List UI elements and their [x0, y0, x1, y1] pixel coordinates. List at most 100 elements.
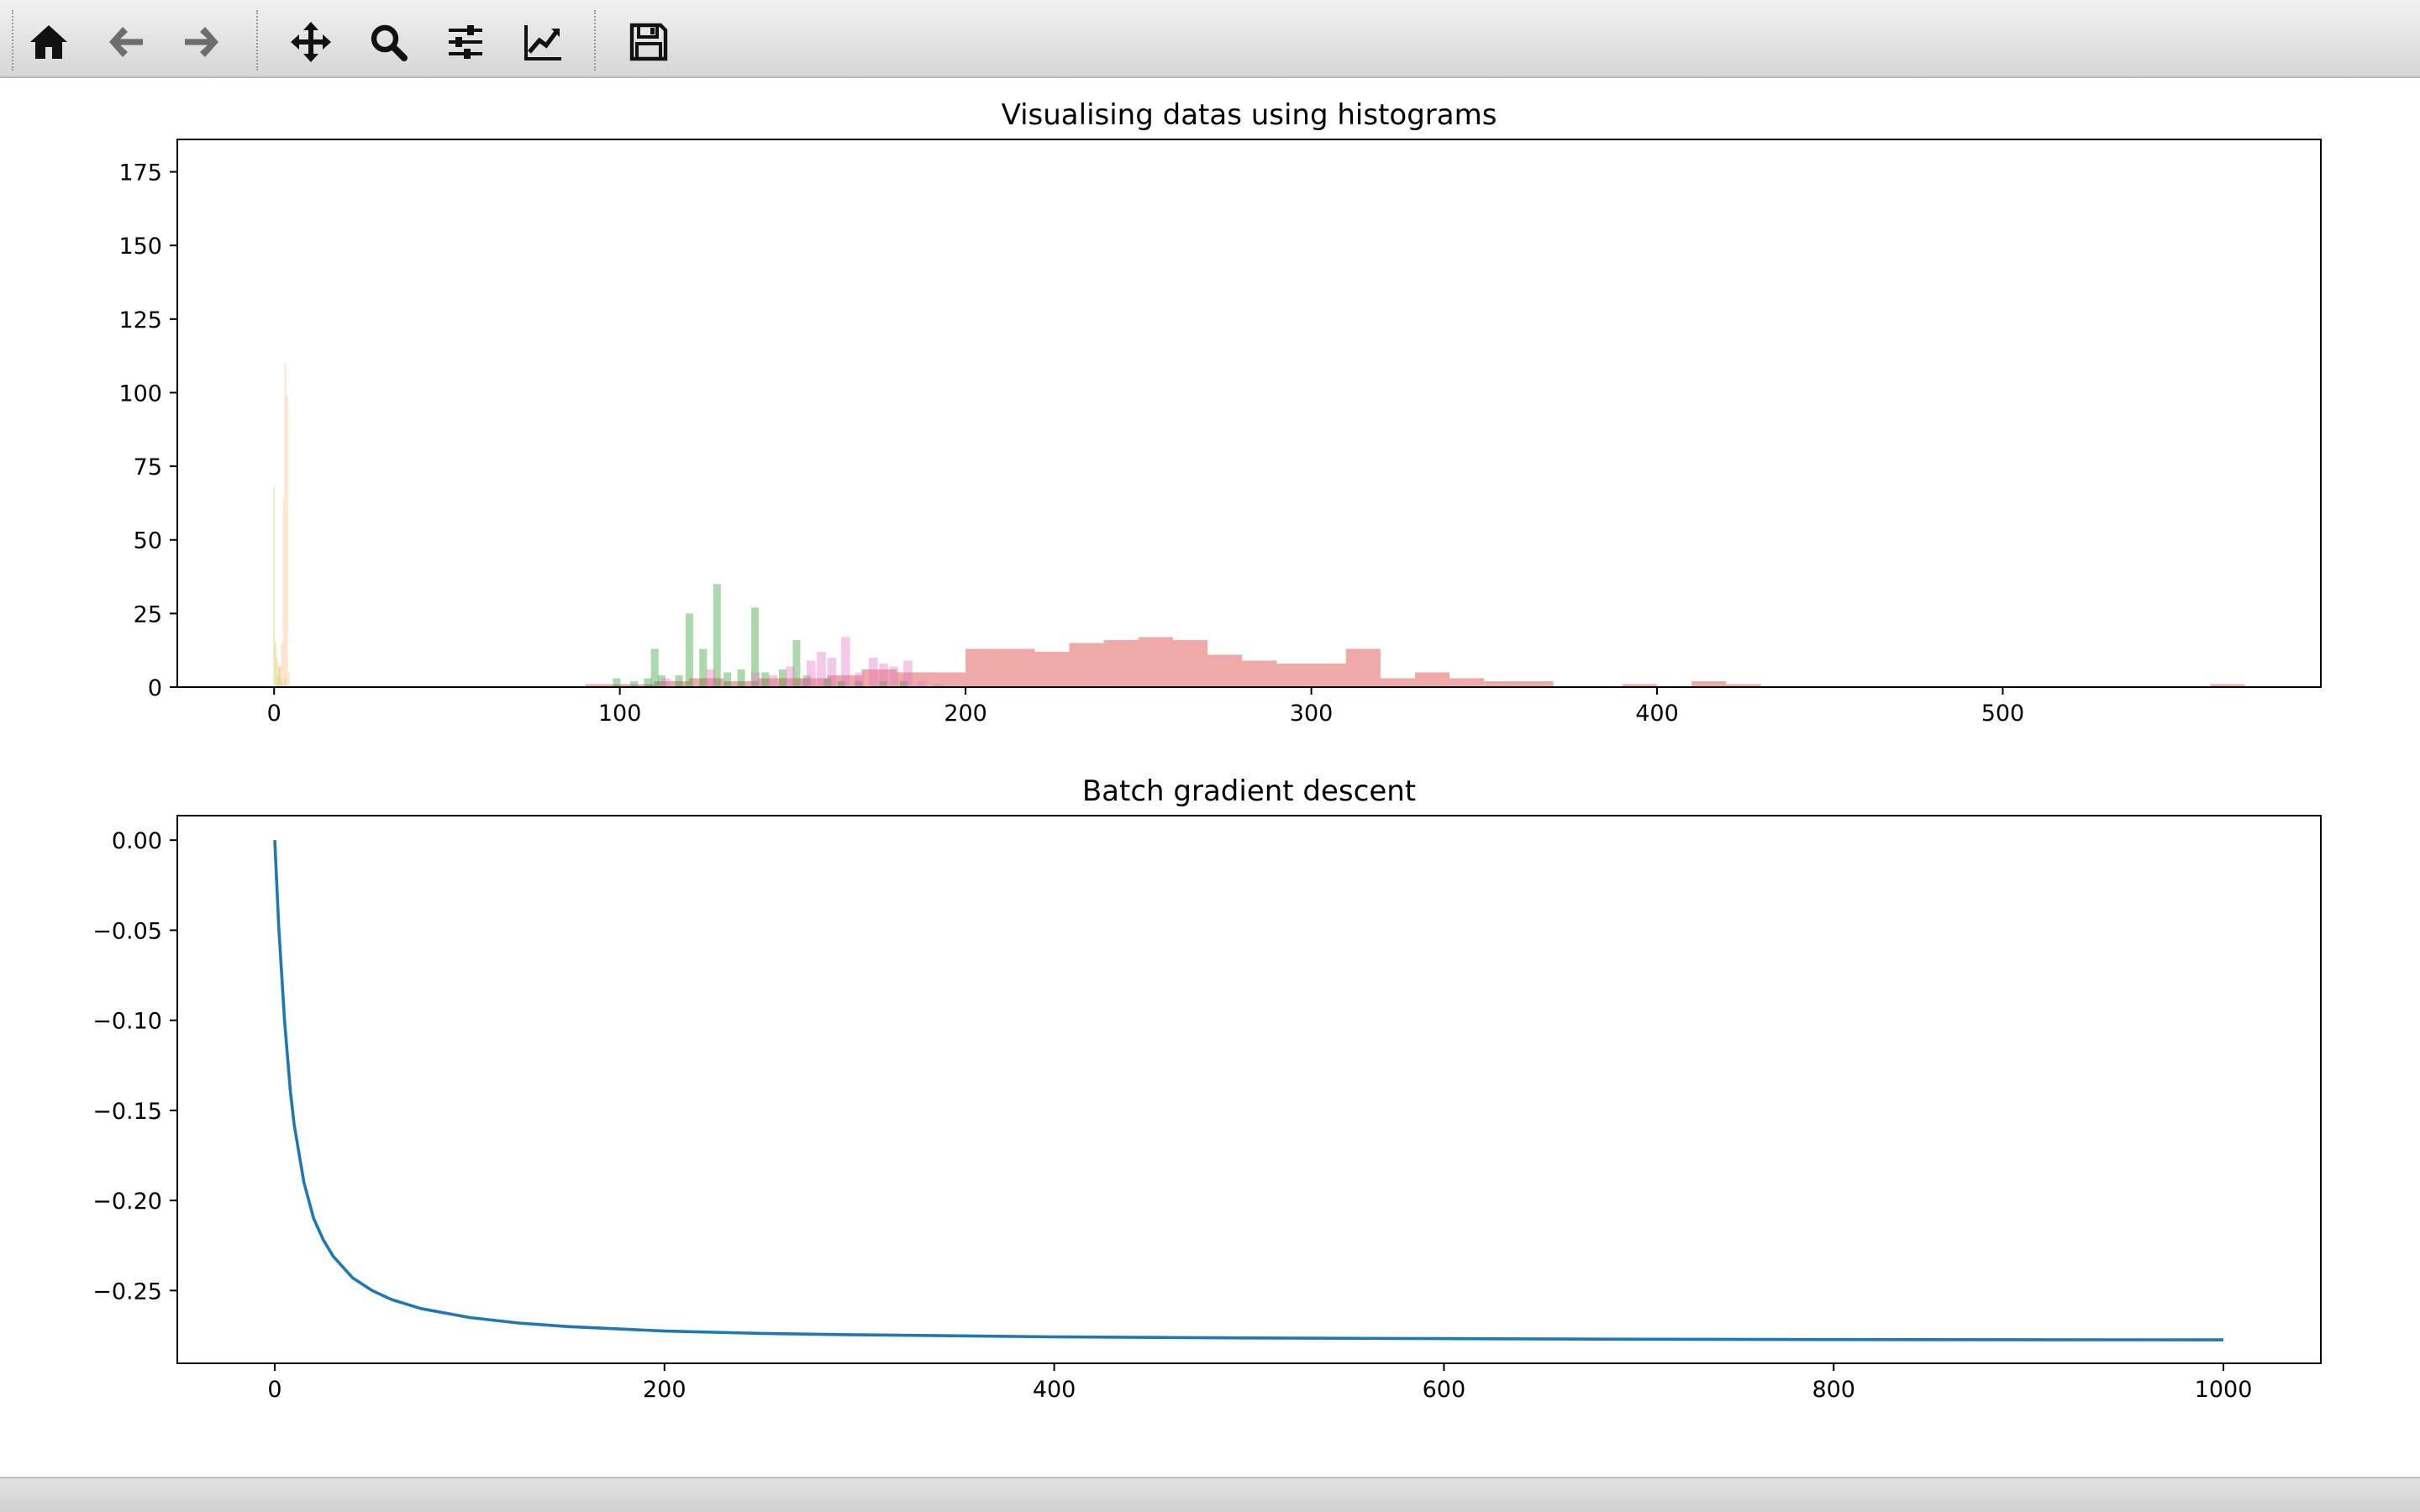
y-tick-label: 0	[148, 675, 162, 701]
y-tick-label: 150	[118, 234, 162, 260]
histogram-bar	[889, 666, 899, 687]
histogram-bar	[1414, 672, 1450, 687]
histogram-series	[273, 486, 287, 687]
histogram-bar	[688, 678, 724, 687]
arrow-left-icon	[109, 27, 143, 57]
line-chart-icon	[524, 25, 561, 60]
histogram-bar	[751, 672, 760, 687]
x-tick-label: 1000	[2195, 1377, 2253, 1403]
y-tick-label: −0.15	[92, 1099, 162, 1125]
histogram-bar	[1518, 680, 1554, 687]
histogram-bar	[934, 684, 944, 687]
histogram-bar	[761, 672, 770, 687]
histogram-bar	[287, 672, 290, 687]
histogram-bar	[1311, 663, 1346, 687]
y-tick-label: −0.20	[92, 1189, 162, 1215]
navigation-toolbar	[0, 0, 2420, 78]
save-button[interactable]	[615, 10, 682, 74]
subplots-button[interactable]	[432, 10, 499, 74]
histogram-bar	[286, 395, 288, 687]
toolbar-grip[interactable]	[12, 10, 13, 71]
sliders-icon	[449, 25, 482, 59]
pan-button[interactable]	[277, 10, 345, 74]
zoom-button[interactable]	[355, 10, 422, 74]
x-tick-label: 200	[643, 1377, 687, 1403]
histogram-bar	[661, 678, 671, 687]
histogram-bar	[1691, 680, 1727, 687]
chart-title: Batch gradient descent	[1082, 774, 1416, 808]
histogram-bar	[817, 651, 826, 687]
histogram-bar	[644, 678, 652, 687]
axes-button[interactable]	[509, 10, 576, 74]
histogram-bar	[792, 678, 828, 687]
histogram-bar	[273, 486, 276, 687]
x-tick-label: 300	[1290, 701, 1334, 727]
histogram-bar	[1276, 663, 1312, 687]
histogram-bar	[786, 666, 795, 687]
histogram-bar	[855, 672, 865, 687]
y-tick-label: −0.25	[92, 1278, 162, 1305]
histogram-bar	[685, 613, 693, 687]
histogram-bar	[723, 680, 759, 687]
axes-frame	[176, 815, 2322, 1364]
histogram-bar	[585, 684, 620, 687]
histogram-axes: Visualising datas using histograms 0 100 20…	[118, 98, 2322, 727]
histogram-bar	[284, 363, 287, 687]
histogram-bar	[868, 657, 878, 687]
toolbar-separator	[594, 10, 596, 71]
histogram-bar	[284, 678, 287, 687]
histogram-bar	[650, 648, 659, 687]
histogram-bar	[1138, 637, 1173, 687]
histogram-bar	[706, 669, 716, 687]
x-tick-label: 200	[944, 701, 987, 727]
figure-canvas[interactable]: Visualising datas using histograms 0 100 20…	[0, 78, 2420, 1477]
histogram-bar	[281, 643, 283, 687]
histogram-bar	[1345, 648, 1381, 687]
histogram-bar	[675, 675, 683, 687]
y-tick-label: 75	[134, 454, 162, 480]
histogram-bar	[837, 680, 845, 687]
chart-title: Visualising datas using histograms	[1002, 98, 1497, 132]
histogram-series	[613, 584, 908, 687]
y-tick-label: 50	[134, 528, 162, 554]
histogram-bar	[930, 672, 966, 687]
histogram-bar	[630, 680, 639, 687]
histogram-bar	[758, 678, 793, 687]
x-tick-label: 500	[1981, 701, 2025, 727]
histogram-bar	[619, 684, 655, 687]
histogram-bar	[840, 637, 850, 687]
histogram-bar	[1242, 660, 1277, 687]
histogram-bar	[699, 648, 708, 687]
histogram-bar	[1034, 651, 1070, 687]
histogram-bar	[861, 669, 897, 687]
histogram-bar	[282, 498, 285, 687]
histogram-bar	[1207, 654, 1243, 687]
y-tick-label: 125	[118, 307, 162, 333]
home-button[interactable]	[15, 10, 82, 74]
y-tick-label: 25	[134, 601, 162, 627]
x-tick-label: 600	[1423, 1377, 1466, 1403]
histogram-bar	[879, 680, 887, 687]
x-tick-label: 400	[1033, 1377, 1076, 1403]
back-button[interactable]	[92, 10, 160, 74]
histogram-bar	[281, 678, 283, 687]
histogram-bar	[751, 607, 760, 687]
histogram-bar	[899, 680, 908, 687]
loss-curve-line	[273, 840, 2224, 1341]
histogram-bar	[903, 660, 913, 687]
floppy-disk-icon	[629, 23, 668, 61]
histogram-bar	[768, 675, 778, 687]
histogram-bar	[1380, 678, 1415, 687]
y-tick-label: −0.05	[92, 918, 162, 944]
histogram-bar	[1103, 639, 1139, 687]
histogram-bar	[1069, 643, 1104, 687]
histogram-series	[585, 637, 2245, 687]
histogram-bar	[806, 660, 816, 687]
forward-button[interactable]	[168, 10, 235, 74]
histogram-bar	[737, 669, 745, 687]
histogram-bar	[278, 666, 281, 687]
x-tick-label: 0	[267, 701, 281, 727]
y-tick-label: 0.00	[112, 828, 162, 854]
move-arrows-icon	[291, 22, 331, 62]
histogram-bar	[1000, 648, 1035, 687]
